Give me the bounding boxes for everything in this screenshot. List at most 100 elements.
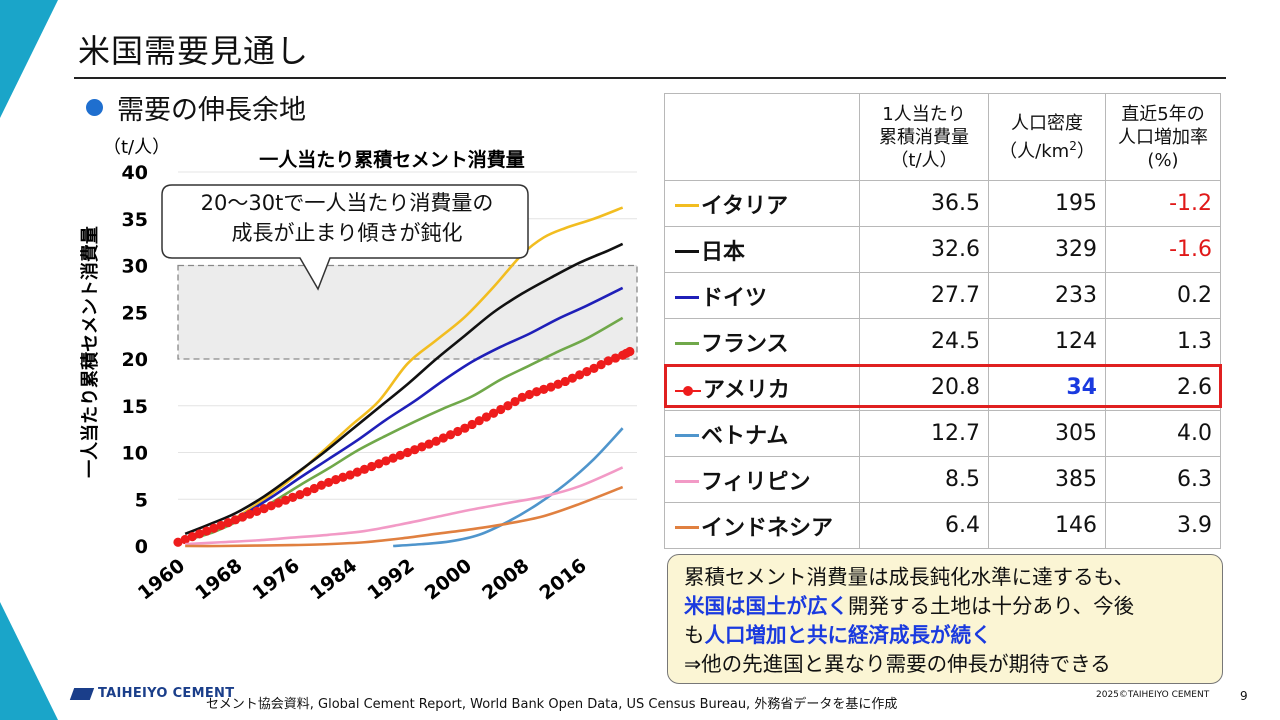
usa-data-point <box>295 489 305 500</box>
usa-data-point <box>503 401 513 411</box>
usa-data-point <box>381 456 391 466</box>
y-axis-unit: （t/人） <box>103 137 170 158</box>
callout-shape <box>161 184 529 291</box>
country-cell: 日本 <box>664 226 860 273</box>
table-row: インドネシア 6.4 146 3.9 <box>664 502 1221 549</box>
usa-data-point <box>338 472 348 482</box>
country-name: ドイツ <box>701 285 768 311</box>
note-line-2-rest: 開発する土地は十分あり、今後 <box>848 594 1135 618</box>
table-row: アメリカ 20.8 34 2.6 <box>664 364 1221 411</box>
usa-data-point <box>510 396 520 407</box>
country-name: アメリカ <box>703 377 790 403</box>
usa-data-point <box>316 480 327 490</box>
usa-data-point <box>417 442 427 452</box>
cumulative-consumption-chart: 0 5 10 15 20 25 30 35 40 1960 1968 1976 1984 1992 2000… <box>79 137 638 605</box>
growth-cell: 3.9 <box>1105 502 1221 549</box>
country-name: ベトナム <box>701 423 789 449</box>
legend-swatch-icon <box>675 384 701 398</box>
legend-swatch-icon <box>675 480 699 483</box>
note-emphasis-2: 人口増加と共に経済成長が続く <box>704 623 992 647</box>
table-row: ドイツ 27.7 233 0.2 <box>664 272 1221 319</box>
y-tick-label: 40 <box>122 162 148 184</box>
usa-data-point <box>223 518 233 528</box>
usa-data-point <box>280 495 291 505</box>
company-logo: TAIHEIYO CEMENT <box>69 686 234 701</box>
usa-data-point <box>237 512 248 522</box>
source-note: セメント協会資料, Global Cement Report, World Ba… <box>206 697 898 712</box>
usa-data-point <box>517 392 527 402</box>
usa-data-point <box>230 515 240 525</box>
y-tick-label: 10 <box>122 443 148 465</box>
country-cell: ベトナム <box>664 410 860 457</box>
x-tick-label: 2000 <box>421 555 476 605</box>
consumption-cell: 36.5 <box>859 180 989 227</box>
usa-data-point <box>488 408 499 418</box>
consumption-cell: 20.8 <box>859 364 989 411</box>
x-tick-label: 2008 <box>478 555 533 605</box>
usa-data-point <box>367 461 377 472</box>
y-tick-label: 5 <box>135 489 148 511</box>
corner-accent-top <box>0 0 58 118</box>
usa-data-point <box>524 389 535 400</box>
callout-line-2: 成長が止まり傾きが鈍化 <box>231 221 463 245</box>
usa-data-point <box>216 520 226 531</box>
chart-series <box>173 206 635 548</box>
note-line-1: 累積セメント消費量は成長鈍化水準に達するも、 <box>684 565 1134 589</box>
chart-title: 一人当たり累積セメント消費量 <box>259 148 525 171</box>
usa-data-point <box>438 433 448 443</box>
usa-data-point <box>180 534 190 545</box>
country-name: 日本 <box>701 239 746 265</box>
usa-data-point <box>531 387 542 397</box>
table-row: 日本 32.6 329 -1.6 <box>664 226 1221 273</box>
table-row: フィリピン 8.5 385 6.3 <box>664 456 1221 503</box>
growth-cell: 4.0 <box>1105 410 1221 457</box>
growth-cell: -1.2 <box>1105 180 1221 227</box>
growth-cell: -1.6 <box>1105 226 1221 273</box>
page-number: 9 <box>1240 689 1248 703</box>
usa-data-point <box>252 506 262 517</box>
table-row: ベトナム 12.7 305 4.0 <box>664 410 1221 457</box>
slide-title: 米国需要見通し <box>78 32 310 70</box>
header-consumption-text: 1人当たり 累積消費量 （t/人） <box>879 103 969 171</box>
density-cell: 305 <box>988 410 1106 457</box>
y-tick-label: 25 <box>122 302 148 324</box>
usa-data-point <box>388 453 398 463</box>
usa-data-point <box>546 382 556 392</box>
country-cell: フィリピン <box>664 456 860 503</box>
usa-data-point <box>266 501 276 511</box>
summary-note: 累積セメント消費量は成長鈍化水準に達するも、 米国は国土が広く開発する土地は十分… <box>667 554 1223 684</box>
density-cell: 146 <box>988 502 1106 549</box>
comparison-table: 1人当たり 累積消費量 （t/人） 人口密度 （人/km2） 直近5年の 人口増… <box>664 93 1221 549</box>
plateau-band <box>177 264 638 360</box>
usa-data-point <box>245 509 255 519</box>
consumption-cell: 6.4 <box>859 502 989 549</box>
growth-cell: 0.2 <box>1105 272 1221 319</box>
usa-data-point <box>553 379 563 389</box>
table-row: フランス 24.5 124 1.3 <box>664 318 1221 365</box>
legend-swatch-icon <box>675 342 699 345</box>
header-density-main: 人口密度 <box>1011 112 1083 134</box>
legend-swatch-icon <box>675 296 699 299</box>
country-name: フランス <box>701 331 789 357</box>
subheading: 需要の伸長余地 <box>86 88 306 127</box>
consumption-cell: 12.7 <box>859 410 989 457</box>
usa-data-point <box>431 436 441 446</box>
density-cell: 233 <box>988 272 1106 319</box>
bullet-dot-icon <box>86 99 103 116</box>
growth-cell: 6.3 <box>1105 456 1221 503</box>
copyright: 2025©TAIHEIYO CEMENT <box>1096 690 1210 700</box>
density-cell: 385 <box>988 456 1106 503</box>
note-line-3: も人口増加と共に経済成長が続く <box>684 621 1210 650</box>
country-cell: インドネシア <box>664 502 860 549</box>
usa-data-point <box>575 370 585 380</box>
x-tick-label: 2016 <box>535 555 590 605</box>
usa-data-point <box>603 356 613 366</box>
usa-data-point <box>539 384 549 394</box>
legend-swatch-icon <box>675 204 699 207</box>
usa-data-point <box>288 492 298 502</box>
legend-swatch-icon <box>675 250 699 253</box>
consumption-cell: 32.6 <box>859 226 989 273</box>
logo-mark-icon <box>69 687 95 700</box>
consumption-cell: 24.5 <box>859 318 989 365</box>
note-line-4: ⇒他の先進国と異なり需要の伸長が期待できる <box>684 652 1111 676</box>
